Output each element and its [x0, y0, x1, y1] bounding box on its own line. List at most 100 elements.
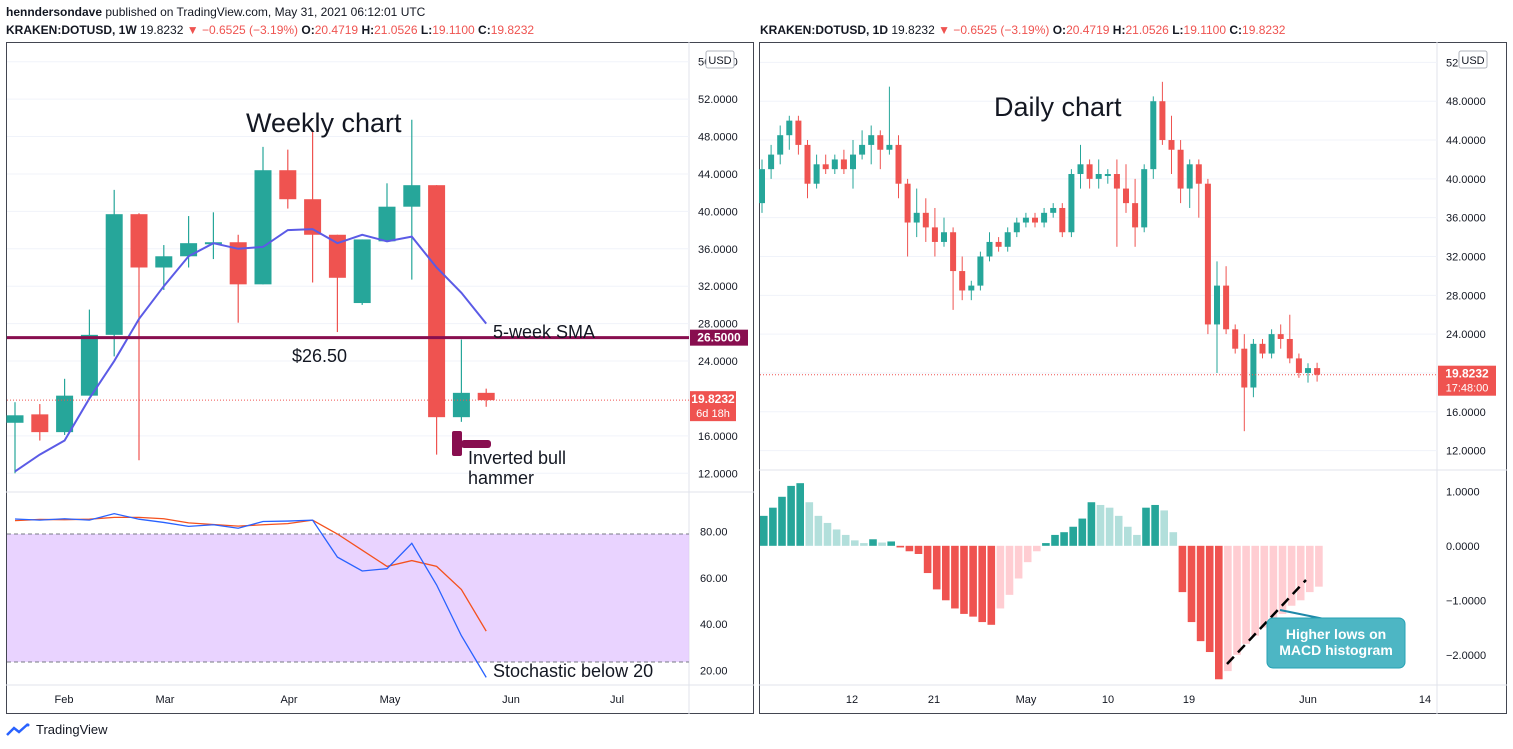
daily-candle-body [1314, 368, 1321, 375]
macd-histogram-bar [914, 545, 923, 554]
daily-time-axis-label: 10 [1102, 694, 1114, 706]
daily-candle-body [1132, 203, 1139, 228]
daily-price-tick-label: 12.0000 [1446, 446, 1486, 458]
daily-candle-body [1195, 164, 1202, 184]
macd-histogram-bar [905, 545, 914, 552]
daily-candle [1177, 140, 1184, 204]
daily-candle-body [786, 120, 793, 136]
price-tag: 19.8232 6d 18h [690, 391, 736, 422]
daily-candle [1150, 96, 1157, 179]
macd-histogram-bar [805, 502, 814, 546]
daily-candle [1086, 159, 1093, 189]
time-axis-label: Mar [156, 694, 175, 706]
higher-lows-trendline[interactable] [1226, 579, 1307, 665]
daily-candle [1204, 178, 1211, 335]
daily-candle-body [1305, 368, 1311, 373]
daily-candle-body [931, 227, 938, 242]
daily-price-tick-label: 28.0000 [1446, 290, 1486, 302]
daily-candle [1277, 324, 1284, 349]
daily-candle [1250, 338, 1257, 398]
daily-candle-body [1104, 174, 1111, 177]
daily-time-axis-label: Jun [1299, 694, 1317, 706]
macd-histogram-bar [787, 485, 795, 546]
daily-price-tick-label: 24.0000 [1446, 329, 1486, 341]
publisher-name[interactable]: henndersondave [6, 5, 103, 19]
daily-candle [968, 280, 975, 301]
daily-candle [831, 154, 838, 175]
daily-candle-body [859, 144, 866, 155]
right-o: 20.4719 [1066, 23, 1110, 37]
daily-candle [904, 178, 911, 257]
daily-chart-panel[interactable]: Daily chart Higher lows on MACD histogra… [759, 42, 1507, 714]
currency-badge[interactable] [705, 50, 735, 69]
daily-candle [1032, 212, 1038, 228]
candle-body [155, 256, 173, 268]
price-tick-label: 44.0000 [698, 169, 738, 181]
right-l-label: L: [1172, 23, 1184, 37]
macd-histogram-bar [1196, 545, 1205, 642]
daily-candle-body [1277, 334, 1284, 339]
macd-histogram-bar [878, 542, 886, 546]
left-symbol[interactable]: KRAKEN:DOTUSD, 1W [6, 23, 137, 37]
macd-histogram-bar [1251, 545, 1259, 636]
footer-brand[interactable]: TradingView [36, 722, 108, 737]
right-symbol[interactable]: KRAKEN:DOTUSD, 1D [760, 23, 889, 37]
macd-histogram-bar [1042, 543, 1050, 546]
daily-candle-body [968, 285, 975, 291]
daily-candle [1314, 362, 1321, 382]
daily-countdown-text: 17:48:00 [1446, 383, 1489, 395]
right-symbol-line: KRAKEN:DOTUSD, 1D 19.8232 ▼ −0.6525 (−3.… [760, 23, 1285, 37]
macd-histogram-bar [1224, 545, 1232, 672]
price-tick-label: 12.0000 [698, 468, 738, 480]
daily-candle-body [1141, 169, 1148, 228]
price-tick-label: 24.0000 [698, 356, 738, 368]
daily-candle [1159, 81, 1166, 145]
candle-body [56, 395, 74, 433]
daily-candle [1186, 159, 1193, 208]
daily-candle [777, 125, 784, 165]
daily-candle-body [922, 212, 929, 228]
sma-line [14, 228, 487, 473]
macd-histogram-bar [1114, 515, 1123, 546]
daily-candle [1305, 363, 1311, 383]
daily-price-tick-label: 32.0000 [1446, 252, 1486, 264]
level-tag: 26.5000 [690, 329, 748, 346]
macd-histogram-bar [1233, 545, 1241, 655]
macd-tick-label: −2.0000 [1446, 650, 1486, 662]
macd-histogram-bar [778, 496, 786, 546]
stoch-band [7, 534, 689, 662]
weekly-chart-panel[interactable]: Weekly chart $26.50 5-week SMA Inverted … [6, 42, 754, 714]
daily-candle [822, 154, 829, 175]
macd-histogram-bar [1205, 545, 1214, 653]
weekly-candle [254, 146, 272, 285]
daily-candle-body [1123, 188, 1129, 204]
daily-candle [786, 115, 793, 150]
macd-histogram-bar [951, 545, 959, 609]
daily-candle [1059, 203, 1066, 238]
daily-candle-body [977, 256, 984, 286]
macd-histogram-bar [960, 545, 968, 614]
footer: TradingView [6, 722, 108, 737]
daily-candle-body [895, 144, 902, 184]
daily-candle-body [1004, 232, 1011, 247]
daily-candle [1113, 159, 1120, 247]
macd-tick-label: 1.0000 [1446, 486, 1480, 498]
daily-candle [950, 227, 957, 310]
daily-title: Daily chart [994, 92, 1122, 122]
publish-info: published on TradingView.com, May 31, 20… [105, 5, 426, 19]
daily-candle-body [822, 164, 829, 170]
daily-time-axis-label: 14 [1419, 694, 1431, 706]
daily-candle-body [1250, 343, 1257, 388]
tradingview-logo-icon [6, 722, 30, 736]
time-axis-label: Jul [610, 694, 624, 706]
daily-candle-body [1095, 174, 1102, 179]
candle-body [31, 414, 49, 433]
left-symbol-line: KRAKEN:DOTUSD, 1W 19.8232 ▼ −0.6525 (−3.… [6, 23, 534, 37]
daily-candle [1241, 334, 1248, 432]
macd-histogram-bar [1124, 526, 1132, 546]
daily-candle [1013, 217, 1020, 238]
daily-price-tick-label: 40.0000 [1446, 174, 1486, 186]
daily-candle [941, 217, 947, 247]
daily-candle-body [995, 241, 1002, 247]
daily-currency-badge[interactable] [1458, 50, 1488, 69]
